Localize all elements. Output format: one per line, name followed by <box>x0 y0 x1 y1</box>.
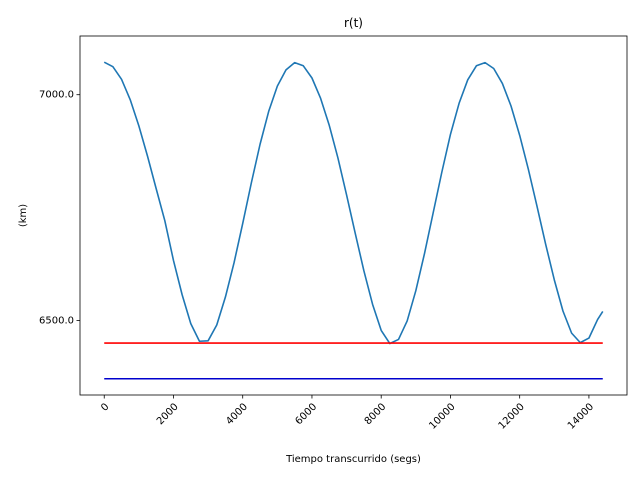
y-axis-label: (km) <box>18 204 29 227</box>
series-layer <box>103 61 604 380</box>
y-axis-ticks: 6500.0 7000.0 <box>39 90 80 326</box>
series-line-0 <box>103 61 604 345</box>
chart-title: r(t) <box>344 16 363 30</box>
x-axis-label: Tiempo transcurrido (segs) <box>285 454 421 465</box>
y-tick-label: 7000.0 <box>39 90 74 101</box>
y-tick-label: 6500.0 <box>39 315 74 326</box>
plot-frame <box>79 35 628 396</box>
